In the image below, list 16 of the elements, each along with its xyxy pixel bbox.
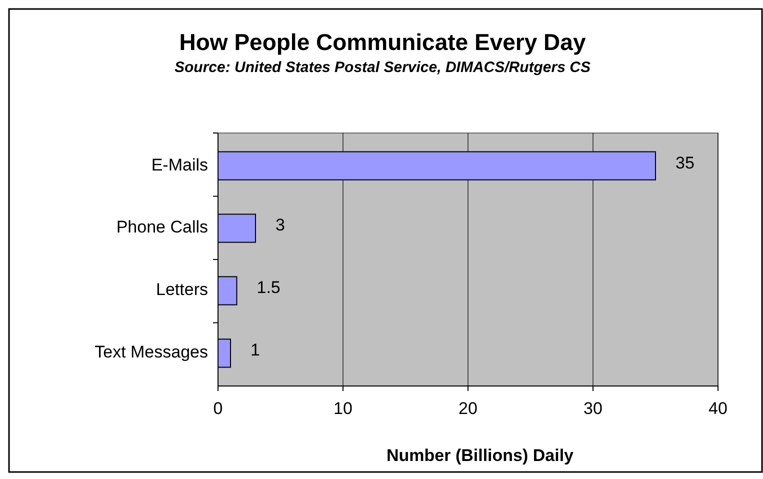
x-axis-title: Number (Billions) Daily xyxy=(386,446,574,465)
x-tick-label: 40 xyxy=(708,399,728,418)
data-label: 35 xyxy=(676,153,694,172)
x-tick-label: 20 xyxy=(458,399,478,418)
data-label: 1 xyxy=(250,340,260,360)
y-tick-label: Text Messages xyxy=(94,342,208,362)
x-tick-label: 30 xyxy=(584,399,602,418)
data-label: 3 xyxy=(276,216,285,235)
x-tick-label: 0 xyxy=(213,399,223,418)
chart-subtitle: Source: United States Postal Service, DIMACS/Rutgers CS xyxy=(174,59,590,76)
y-tick-label: Phone Calls xyxy=(116,218,208,237)
y-tick-label: E-Mails xyxy=(151,155,208,174)
x-tick-label: 10 xyxy=(334,399,352,418)
data-label: 1.5 xyxy=(256,278,280,298)
y-tick-label: Letters xyxy=(156,280,208,300)
chart-title: How People Communicate Every Day xyxy=(179,29,586,55)
